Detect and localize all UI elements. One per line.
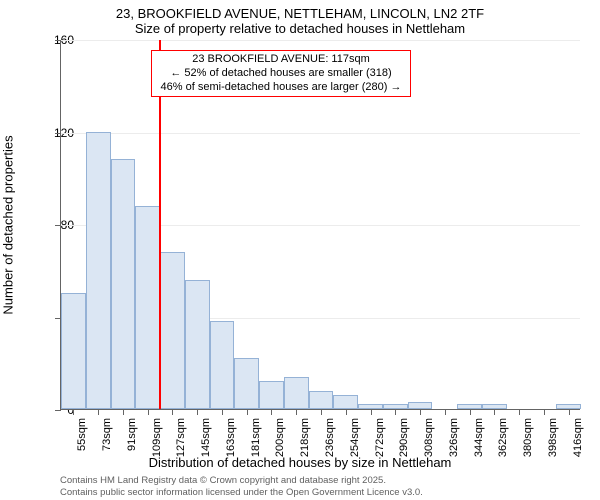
x-tick-label: 73sqm (101, 418, 113, 451)
plot-area: 23 BROOKFIELD AVENUE: 117sqm← 52% of det… (60, 40, 580, 410)
annotation-line: 46% of semi-detached houses are larger (… (158, 81, 404, 95)
histogram-bar (259, 381, 284, 409)
x-tick (271, 409, 272, 415)
histogram-bar (61, 293, 86, 409)
x-tick (470, 409, 471, 415)
x-tick (544, 409, 545, 415)
x-axis-label: Distribution of detached houses by size … (0, 455, 600, 470)
grid-line (61, 40, 580, 41)
x-tick-label: 91sqm (126, 418, 138, 451)
x-tick (420, 409, 421, 415)
histogram-bar (135, 206, 160, 410)
x-tick (395, 409, 396, 415)
x-tick-label: 272sqm (374, 418, 386, 457)
histogram-bar (185, 280, 210, 410)
y-axis-label: Number of detached properties (1, 135, 16, 314)
x-tick (98, 409, 99, 415)
x-tick (296, 409, 297, 415)
histogram-bar (210, 321, 235, 409)
title-line-1: 23, BROOKFIELD AVENUE, NETTLEHAM, LINCOL… (0, 6, 600, 21)
x-tick-label: 127sqm (175, 418, 187, 457)
footer-line-1: Contains HM Land Registry data © Crown c… (60, 475, 423, 486)
x-tick (172, 409, 173, 415)
y-tick (55, 225, 61, 226)
histogram-bar (284, 377, 309, 409)
x-tick-label: 362sqm (497, 418, 509, 457)
x-tick-label: 236sqm (324, 418, 336, 457)
x-tick-label: 380sqm (522, 418, 534, 457)
x-tick-label: 326sqm (448, 418, 460, 457)
annotation-line: ← 52% of detached houses are smaller (31… (158, 67, 404, 81)
x-tick (123, 409, 124, 415)
x-tick-label: 290sqm (398, 418, 410, 457)
x-tick (494, 409, 495, 415)
x-tick (148, 409, 149, 415)
annotation-line: 23 BROOKFIELD AVENUE: 117sqm (158, 53, 404, 67)
x-tick (321, 409, 322, 415)
grid-line (61, 133, 580, 134)
histogram-bar (309, 391, 334, 410)
x-tick-label: 308sqm (423, 418, 435, 457)
x-tick-label: 109sqm (151, 418, 163, 457)
x-tick (73, 409, 74, 415)
x-tick-label: 163sqm (225, 418, 237, 457)
histogram-bar (234, 358, 259, 409)
x-tick (445, 409, 446, 415)
chart-container: 23, BROOKFIELD AVENUE, NETTLEHAM, LINCOL… (0, 0, 600, 500)
histogram-bar (111, 159, 136, 409)
x-tick (247, 409, 248, 415)
x-tick (569, 409, 570, 415)
y-tick (55, 40, 61, 41)
histogram-bar (160, 252, 185, 409)
footer-line-2: Contains public sector information licen… (60, 487, 423, 498)
x-tick-label: 398sqm (547, 418, 559, 457)
x-tick-label: 254sqm (349, 418, 361, 457)
x-tick-label: 181sqm (250, 418, 262, 457)
y-tick (55, 133, 61, 134)
chart-title: 23, BROOKFIELD AVENUE, NETTLEHAM, LINCOL… (0, 6, 600, 36)
y-tick (55, 410, 61, 411)
x-tick-label: 200sqm (274, 418, 286, 457)
x-tick-label: 218sqm (299, 418, 311, 457)
histogram-bar (86, 132, 111, 410)
histogram-bar (408, 402, 433, 409)
title-line-2: Size of property relative to detached ho… (0, 21, 600, 36)
histogram-bar (333, 395, 358, 409)
x-tick-label: 416sqm (572, 418, 584, 457)
x-tick (346, 409, 347, 415)
x-tick (197, 409, 198, 415)
x-tick-label: 145sqm (200, 418, 212, 457)
footer-attribution: Contains HM Land Registry data © Crown c… (60, 475, 423, 498)
x-tick (222, 409, 223, 415)
x-tick-label: 55sqm (76, 418, 88, 451)
x-tick (371, 409, 372, 415)
x-tick (519, 409, 520, 415)
annotation-box: 23 BROOKFIELD AVENUE: 117sqm← 52% of det… (151, 50, 411, 97)
x-tick-label: 344sqm (473, 418, 485, 457)
